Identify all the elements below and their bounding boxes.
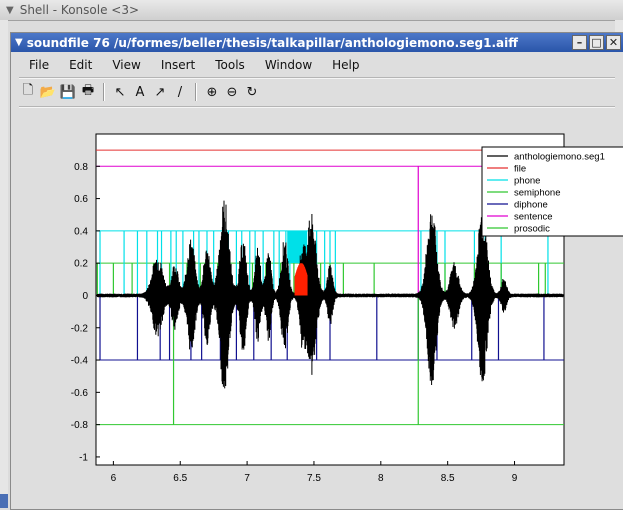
legend-entry: semiphone (514, 188, 560, 199)
x-tick-label: 9 (512, 473, 518, 484)
konsole-titlebar[interactable]: ▼ Shell - Konsole <3> (0, 0, 623, 21)
konsole-title: Shell - Konsole <3> (19, 3, 140, 17)
save-icon[interactable]: 💾 (59, 84, 77, 100)
x-tick-label: 6 (111, 473, 117, 484)
menu-file[interactable]: File (29, 58, 50, 72)
x-tick-label: 8.5 (441, 473, 455, 484)
menu-insert[interactable]: Insert (160, 58, 196, 72)
x-tick-label: 7 (244, 473, 250, 484)
window-menu-icon[interactable]: ▼ (15, 37, 23, 48)
y-tick-label: 0.6 (74, 194, 88, 205)
legend-entry: file (514, 164, 526, 175)
menu-help[interactable]: Help (332, 58, 360, 72)
legend-entry: diphone (514, 200, 548, 211)
y-tick-label: -0.4 (71, 356, 89, 367)
y-tick-label: -0.8 (71, 420, 89, 431)
window-menu-icon[interactable]: ▼ (6, 4, 14, 16)
close-button[interactable]: ✕ (606, 35, 621, 50)
y-tick-label: -0.6 (71, 388, 89, 399)
insert-arrow-icon[interactable]: ↗ (154, 84, 166, 100)
figure-window: ▼ soundfile 76 /u/formes/beller/thesis/t… (10, 32, 623, 510)
menu-tools[interactable]: Tools (215, 58, 245, 72)
figure-title: soundfile 76 /u/formes/beller/thesis/tal… (26, 35, 518, 50)
y-tick-label: 0.4 (74, 226, 88, 237)
rotate-icon[interactable]: ↻ (246, 84, 258, 100)
maximize-button[interactable]: □ (589, 35, 604, 50)
y-tick-label: -0.2 (71, 323, 89, 334)
legend-entry: prosodic (514, 224, 550, 235)
x-tick-label: 8 (378, 473, 384, 484)
y-tick-label: -1 (79, 452, 88, 463)
insert-line-icon[interactable]: / (177, 84, 183, 100)
minimize-button[interactable]: – (572, 35, 587, 50)
desktop-left-edge (0, 20, 8, 508)
legend-entry: sentence (514, 212, 553, 223)
select-arrow-icon[interactable]: ↖ (114, 84, 126, 100)
y-tick-label: 0.2 (74, 259, 88, 270)
print-icon[interactable]: 🖶 (81, 83, 95, 98)
open-folder-icon[interactable]: 📂 (39, 84, 57, 100)
figure-titlebar[interactable]: ▼ soundfile 76 /u/formes/beller/thesis/t… (11, 33, 623, 52)
y-tick-label: 0.8 (74, 162, 88, 173)
insert-text-icon[interactable]: A (135, 84, 145, 100)
menu-edit[interactable]: Edit (69, 58, 93, 72)
zoom-out-icon[interactable]: ⊖ (226, 84, 238, 100)
highlighted-segment (294, 263, 308, 296)
menu-bar: File Edit View Insert Tools Window Help (17, 55, 368, 75)
waveform-plot: 6 6.5 7 7.5 8 8.5 9 0.8 0.6 0.4 0.2 0 -0.2 -0.4 -0.6 -0… (71, 133, 623, 484)
new-file-icon[interactable]: 🗋 (22, 83, 34, 98)
x-tick-label: 7.5 (307, 473, 321, 484)
menu-view[interactable]: View (112, 58, 141, 72)
x-tick-label: 6.5 (173, 473, 187, 484)
menu-window[interactable]: Window (264, 58, 313, 72)
legend-entry: anthologiemono.seg1 (514, 152, 605, 163)
toolbar: 🗋 📂 💾 🖶 ↖ A ↗ / ⊕ ⊖ ↻ (19, 82, 261, 102)
y-tick-label: 0 (82, 291, 88, 302)
legend-entry: phone (514, 176, 540, 187)
zoom-in-icon[interactable]: ⊕ (206, 84, 218, 100)
